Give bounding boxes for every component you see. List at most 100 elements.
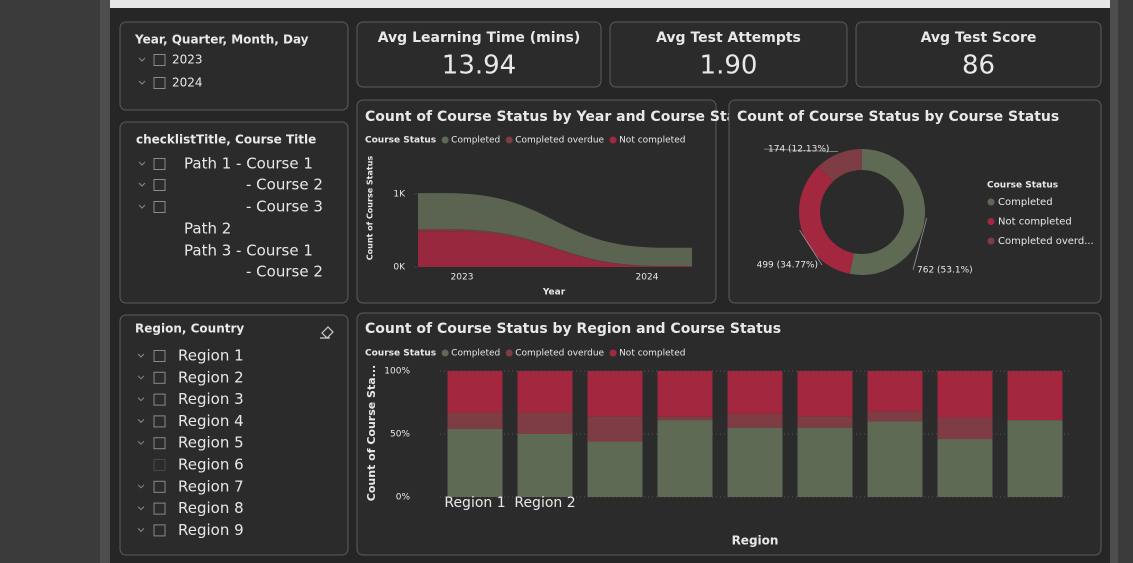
- legend-label: Completed overd...: [998, 236, 1094, 247]
- slicer-item: Path 1 - Course 1: [184, 155, 313, 173]
- legend-dot: [987, 198, 995, 206]
- slicer-title: checklistTitle, Course Title: [136, 133, 316, 147]
- panel: [119, 121, 349, 304]
- bar-segment: [727, 413, 783, 428]
- chevron: [137, 440, 145, 445]
- bar-segment: [867, 421, 923, 497]
- slicer-item: Region 2: [178, 368, 244, 386]
- chevron: [137, 484, 145, 489]
- bar-segment: [727, 427, 783, 497]
- bar-segment: [587, 371, 643, 417]
- slicer-item: Region 8: [178, 499, 244, 517]
- legend-dot: [505, 349, 513, 357]
- chevron: [138, 161, 146, 166]
- checkbox: [153, 77, 166, 89]
- bar-segment: [657, 371, 713, 417]
- panel: [119, 21, 349, 111]
- slicer-item: 2023: [172, 53, 203, 67]
- checkbox: [153, 502, 166, 515]
- donut-slice: [818, 149, 862, 182]
- checkbox: [153, 350, 166, 362]
- chart-title: Count of Course Status by Region and Cou…: [365, 321, 781, 337]
- y-tick-label: 1K: [393, 189, 406, 199]
- legend-label: Completed: [451, 136, 500, 146]
- donut-slice: [849, 149, 926, 275]
- slicer-item: Region 9: [178, 521, 244, 539]
- card-label: Avg Learning Time (mins): [378, 30, 581, 46]
- x-tick-label: Region 1: [444, 495, 505, 511]
- data-label: 174 (12.13%): [768, 145, 829, 155]
- chevron: [137, 528, 145, 533]
- legend-label: Not completed: [619, 136, 685, 146]
- leader-line: [763, 148, 838, 153]
- top-strip: [110, 0, 1110, 8]
- legend-dot: [987, 218, 995, 225]
- bar-segment: [447, 412, 503, 429]
- card-label: Avg Test Attempts: [656, 30, 801, 46]
- bar-segment: [657, 416, 713, 421]
- legend-label: Not completed: [998, 217, 1072, 228]
- checkbox: [153, 437, 166, 450]
- chart-title: Count of Course Status by Year and Cours…: [365, 109, 761, 125]
- card-value: 86: [962, 51, 995, 81]
- slicer-title: Year, Quarter, Month, Day: [134, 33, 309, 47]
- checkbox: [153, 415, 166, 428]
- bar-segment: [447, 428, 503, 497]
- checkbox: [153, 179, 166, 191]
- slicer-item: Region 6: [178, 456, 244, 474]
- y-axis-title: Count of Course Status: [366, 156, 375, 261]
- bar-segment: [1007, 371, 1063, 421]
- legend-dot: [609, 349, 617, 357]
- eraser-icon: [320, 326, 334, 339]
- slicer-item: Region 5: [178, 434, 244, 452]
- data-label: 499 (34.77%): [757, 261, 818, 271]
- chevron: [137, 353, 145, 358]
- chevron: [138, 57, 146, 62]
- x-axis-title: Year: [542, 288, 566, 298]
- panel: [855, 21, 1102, 88]
- card-label: Avg Test Score: [921, 30, 1037, 46]
- chevron: [138, 80, 146, 85]
- legend-dot: [441, 349, 449, 357]
- checkbox: [153, 158, 166, 170]
- donut-slice: [799, 166, 854, 274]
- checkbox: [153, 371, 166, 384]
- panel: [356, 99, 717, 304]
- legend-label: Completed: [998, 197, 1053, 208]
- legend-title: Course Status: [365, 136, 436, 146]
- card-value: 1.90: [700, 51, 758, 81]
- chevron: [138, 182, 146, 187]
- checkbox: [153, 459, 166, 471]
- chevron: [137, 419, 145, 424]
- bar-segment: [797, 371, 853, 417]
- slicer-item: Region 4: [178, 412, 244, 430]
- panel: [119, 314, 349, 556]
- checkbox: [153, 201, 166, 213]
- slicer-item: Region 1: [178, 347, 244, 365]
- bar-segment: [1007, 420, 1063, 497]
- legend-dot: [987, 237, 995, 245]
- panel: [609, 21, 848, 88]
- bar-segment: [517, 434, 573, 497]
- checkbox: [153, 54, 166, 66]
- legend-label: Completed overdue: [515, 136, 604, 146]
- bar-segment: [937, 439, 993, 497]
- slicer-item: Path 3 - Course 1: [184, 242, 313, 260]
- checkbox: [153, 480, 166, 493]
- chevron: [137, 397, 145, 402]
- slicer-item: - Course 2: [246, 263, 323, 281]
- legend-label: Completed overdue: [515, 349, 604, 359]
- legend-label: Not completed: [619, 349, 685, 359]
- y-tick-label: 100%: [384, 367, 410, 377]
- bar-segment: [797, 427, 853, 497]
- y-tick-label: 0K: [393, 263, 406, 273]
- x-tick-label: 2024: [636, 273, 659, 283]
- legend-title: Course Status: [365, 349, 436, 359]
- bar-segment: [587, 441, 643, 497]
- x-axis-title: Region: [732, 534, 779, 548]
- slicer-item: Region 3: [178, 390, 244, 408]
- slicer-item: - Course 3: [246, 198, 323, 216]
- legend-label: Completed: [451, 349, 500, 359]
- legend-dot: [505, 136, 513, 144]
